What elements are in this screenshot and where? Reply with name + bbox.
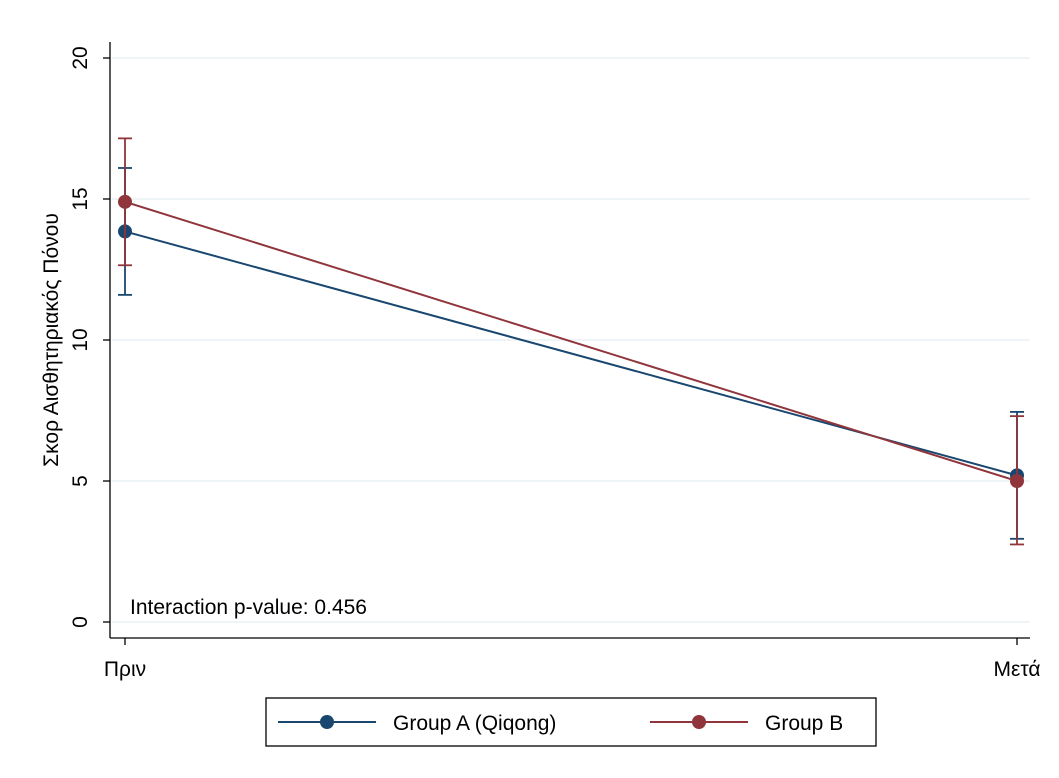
y-tick-label: 5	[69, 475, 92, 487]
y-tick-label: 10	[69, 328, 92, 351]
y-tick-label: 0	[69, 616, 92, 628]
series-group	[118, 137, 1024, 546]
interaction-annotation: Interaction p-value: 0.456	[130, 596, 367, 619]
legend-marker-a	[320, 715, 334, 729]
x-tick-label: Πριν	[104, 658, 146, 681]
legend-marker-b	[692, 715, 706, 729]
y-tick-label: 20	[69, 46, 92, 69]
legend: Group A (Qiqong) Group B	[265, 697, 877, 747]
grid-layer	[112, 57, 1030, 623]
legend-box	[265, 697, 877, 747]
y-tick-label: 15	[69, 187, 92, 210]
y-axis-label: Σκορ Αισθητηριακός Πόνου	[40, 213, 63, 467]
legend-label-b: Group B	[765, 712, 843, 735]
x-ticks-layer: Πριν Μετά	[104, 638, 1041, 681]
legend-label-a: Group A (Qiqong)	[393, 712, 556, 735]
y-ticks-layer: 0 5 10 15 20	[69, 46, 110, 628]
series-layer	[118, 137, 1024, 546]
x-tick-label: Μετά	[994, 658, 1041, 681]
data-point	[1010, 474, 1024, 488]
series-group	[118, 167, 1024, 540]
series-line	[124, 200, 1018, 482]
data-point	[118, 194, 132, 209]
